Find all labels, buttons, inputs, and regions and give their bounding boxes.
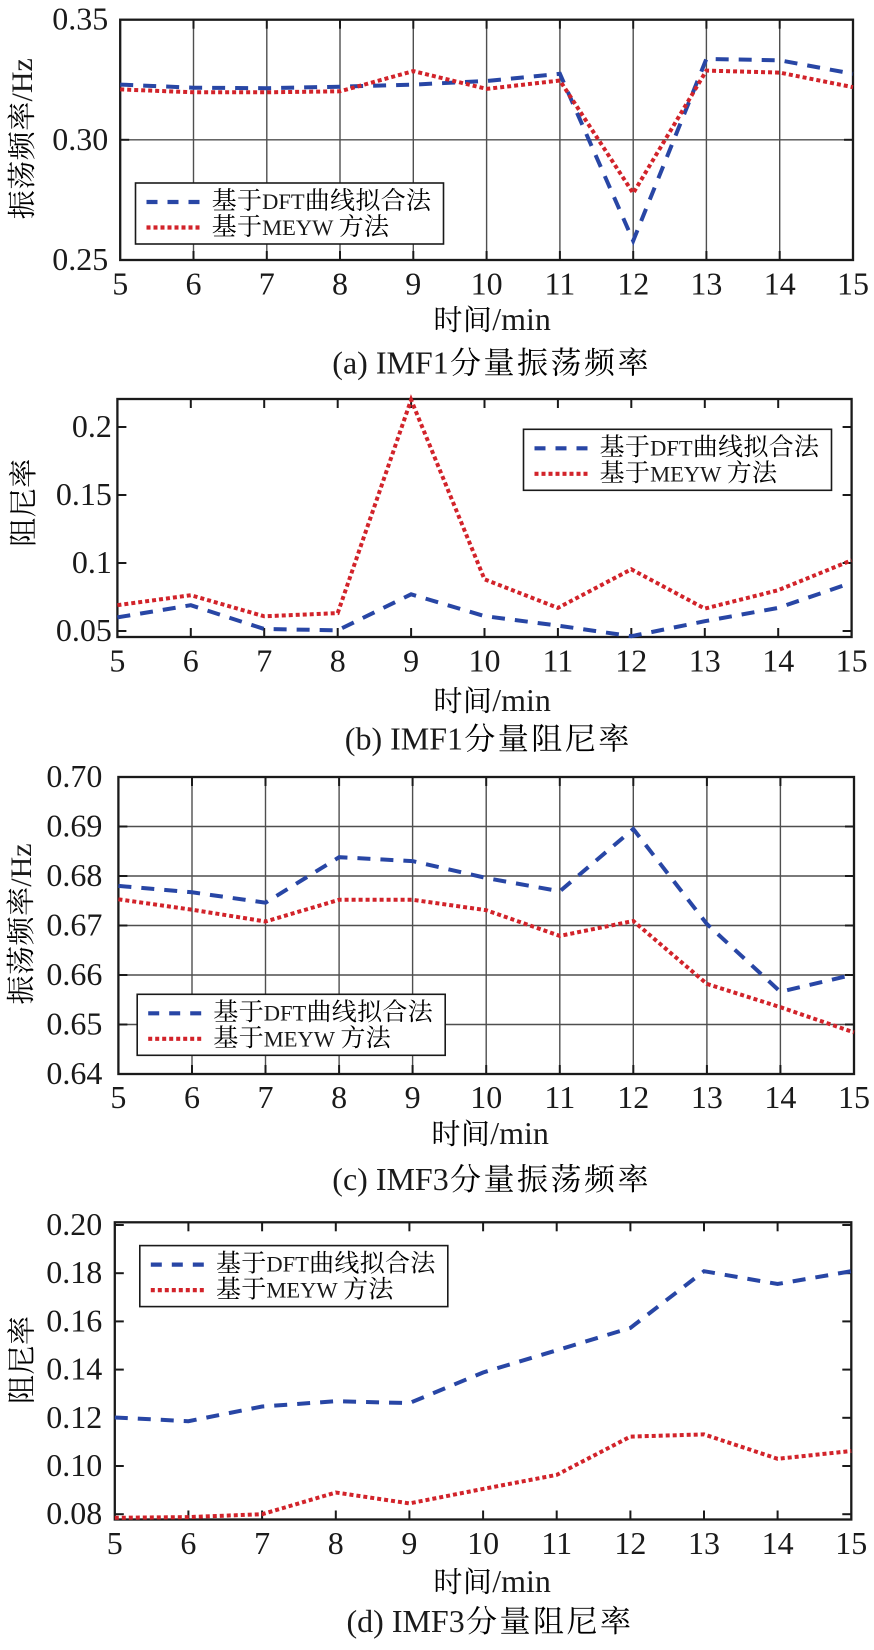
svg-text:9: 9 [405, 1079, 421, 1115]
svg-text:0.18: 0.18 [46, 1254, 102, 1290]
svg-text:/min: /min [490, 1115, 549, 1151]
svg-text:MEYW: MEYW [650, 461, 722, 486]
svg-text:(a) IMF1: (a) IMF1 [332, 345, 448, 381]
svg-text:DFT: DFT [264, 1000, 307, 1025]
svg-text:0.69: 0.69 [46, 808, 102, 844]
svg-text:(d) IMF3: (d) IMF3 [347, 1603, 465, 1639]
svg-text:0.15: 0.15 [56, 476, 112, 512]
svg-text:14: 14 [762, 1525, 794, 1561]
svg-text:6: 6 [184, 1079, 200, 1115]
svg-text:0.67: 0.67 [46, 907, 102, 943]
svg-text:0.20: 0.20 [46, 1206, 102, 1242]
svg-text:13: 13 [690, 266, 722, 302]
svg-text:7: 7 [259, 266, 275, 302]
svg-text:(c) IMF3: (c) IMF3 [332, 1161, 448, 1197]
svg-text:0.05: 0.05 [56, 612, 112, 648]
svg-text:0.16: 0.16 [46, 1302, 102, 1338]
svg-text:15: 15 [835, 1525, 867, 1561]
svg-text:0.66: 0.66 [46, 956, 102, 992]
svg-text:9: 9 [405, 266, 421, 302]
svg-text:MEYW: MEYW [266, 1278, 338, 1303]
svg-text:/min: /min [492, 682, 551, 718]
svg-text:13: 13 [689, 643, 721, 679]
svg-text:MEYW: MEYW [262, 215, 334, 240]
svg-text:0.70: 0.70 [46, 758, 102, 794]
svg-text:7: 7 [256, 643, 272, 679]
svg-text:15: 15 [836, 643, 868, 679]
svg-text:12: 12 [617, 1079, 649, 1115]
svg-text:10: 10 [467, 1525, 499, 1561]
svg-text:0.1: 0.1 [72, 544, 112, 580]
svg-text:0.10: 0.10 [46, 1447, 102, 1483]
svg-text:0.08: 0.08 [46, 1495, 102, 1531]
svg-text:7: 7 [258, 1079, 274, 1115]
svg-text:14: 14 [762, 643, 794, 679]
svg-text:8: 8 [332, 266, 348, 302]
svg-text:/min: /min [492, 1563, 551, 1599]
svg-text:6: 6 [180, 1525, 196, 1561]
svg-text:15: 15 [837, 266, 869, 302]
svg-text:6: 6 [186, 266, 202, 302]
svg-text:15: 15 [838, 1079, 870, 1115]
svg-text:5: 5 [110, 1079, 126, 1115]
svg-text:MEYW: MEYW [264, 1026, 336, 1051]
svg-text:8: 8 [328, 1525, 344, 1561]
svg-text:6: 6 [183, 643, 199, 679]
svg-text:5: 5 [107, 1525, 123, 1561]
svg-text:5: 5 [109, 643, 125, 679]
svg-text:8: 8 [330, 643, 346, 679]
svg-text:0.2: 0.2 [72, 408, 112, 444]
svg-text:11: 11 [541, 1525, 572, 1561]
svg-text:(b) IMF1: (b) IMF1 [345, 721, 463, 757]
svg-text:0.64: 0.64 [46, 1055, 102, 1091]
svg-text:11: 11 [542, 643, 573, 679]
svg-text:/Hz: /Hz [5, 843, 38, 886]
svg-text:12: 12 [617, 266, 649, 302]
svg-text:9: 9 [401, 1525, 417, 1561]
svg-text:13: 13 [691, 1079, 723, 1115]
svg-text:0.14: 0.14 [46, 1351, 102, 1387]
svg-text:/Hz: /Hz [6, 58, 39, 101]
svg-text:0.25: 0.25 [52, 241, 108, 277]
svg-text:DFT: DFT [650, 435, 693, 460]
svg-text:DFT: DFT [262, 189, 305, 214]
svg-text:9: 9 [403, 643, 419, 679]
svg-text:10: 10 [469, 643, 501, 679]
svg-text:8: 8 [331, 1079, 347, 1115]
svg-text:11: 11 [544, 1079, 575, 1115]
svg-text:7: 7 [254, 1525, 270, 1561]
svg-text:14: 14 [764, 266, 796, 302]
svg-text:13: 13 [688, 1525, 720, 1561]
svg-text:0.35: 0.35 [52, 1, 108, 37]
svg-text:/min: /min [492, 301, 551, 337]
svg-text:0.30: 0.30 [52, 121, 108, 157]
svg-text:10: 10 [470, 1079, 502, 1115]
svg-text:12: 12 [615, 643, 647, 679]
svg-text:0.12: 0.12 [46, 1399, 102, 1435]
svg-text:5: 5 [112, 266, 128, 302]
svg-text:11: 11 [544, 266, 575, 302]
svg-text:12: 12 [614, 1525, 646, 1561]
svg-text:0.65: 0.65 [46, 1006, 102, 1042]
svg-text:0.68: 0.68 [46, 857, 102, 893]
svg-text:DFT: DFT [266, 1252, 309, 1277]
svg-text:10: 10 [471, 266, 503, 302]
svg-text:14: 14 [764, 1079, 796, 1115]
